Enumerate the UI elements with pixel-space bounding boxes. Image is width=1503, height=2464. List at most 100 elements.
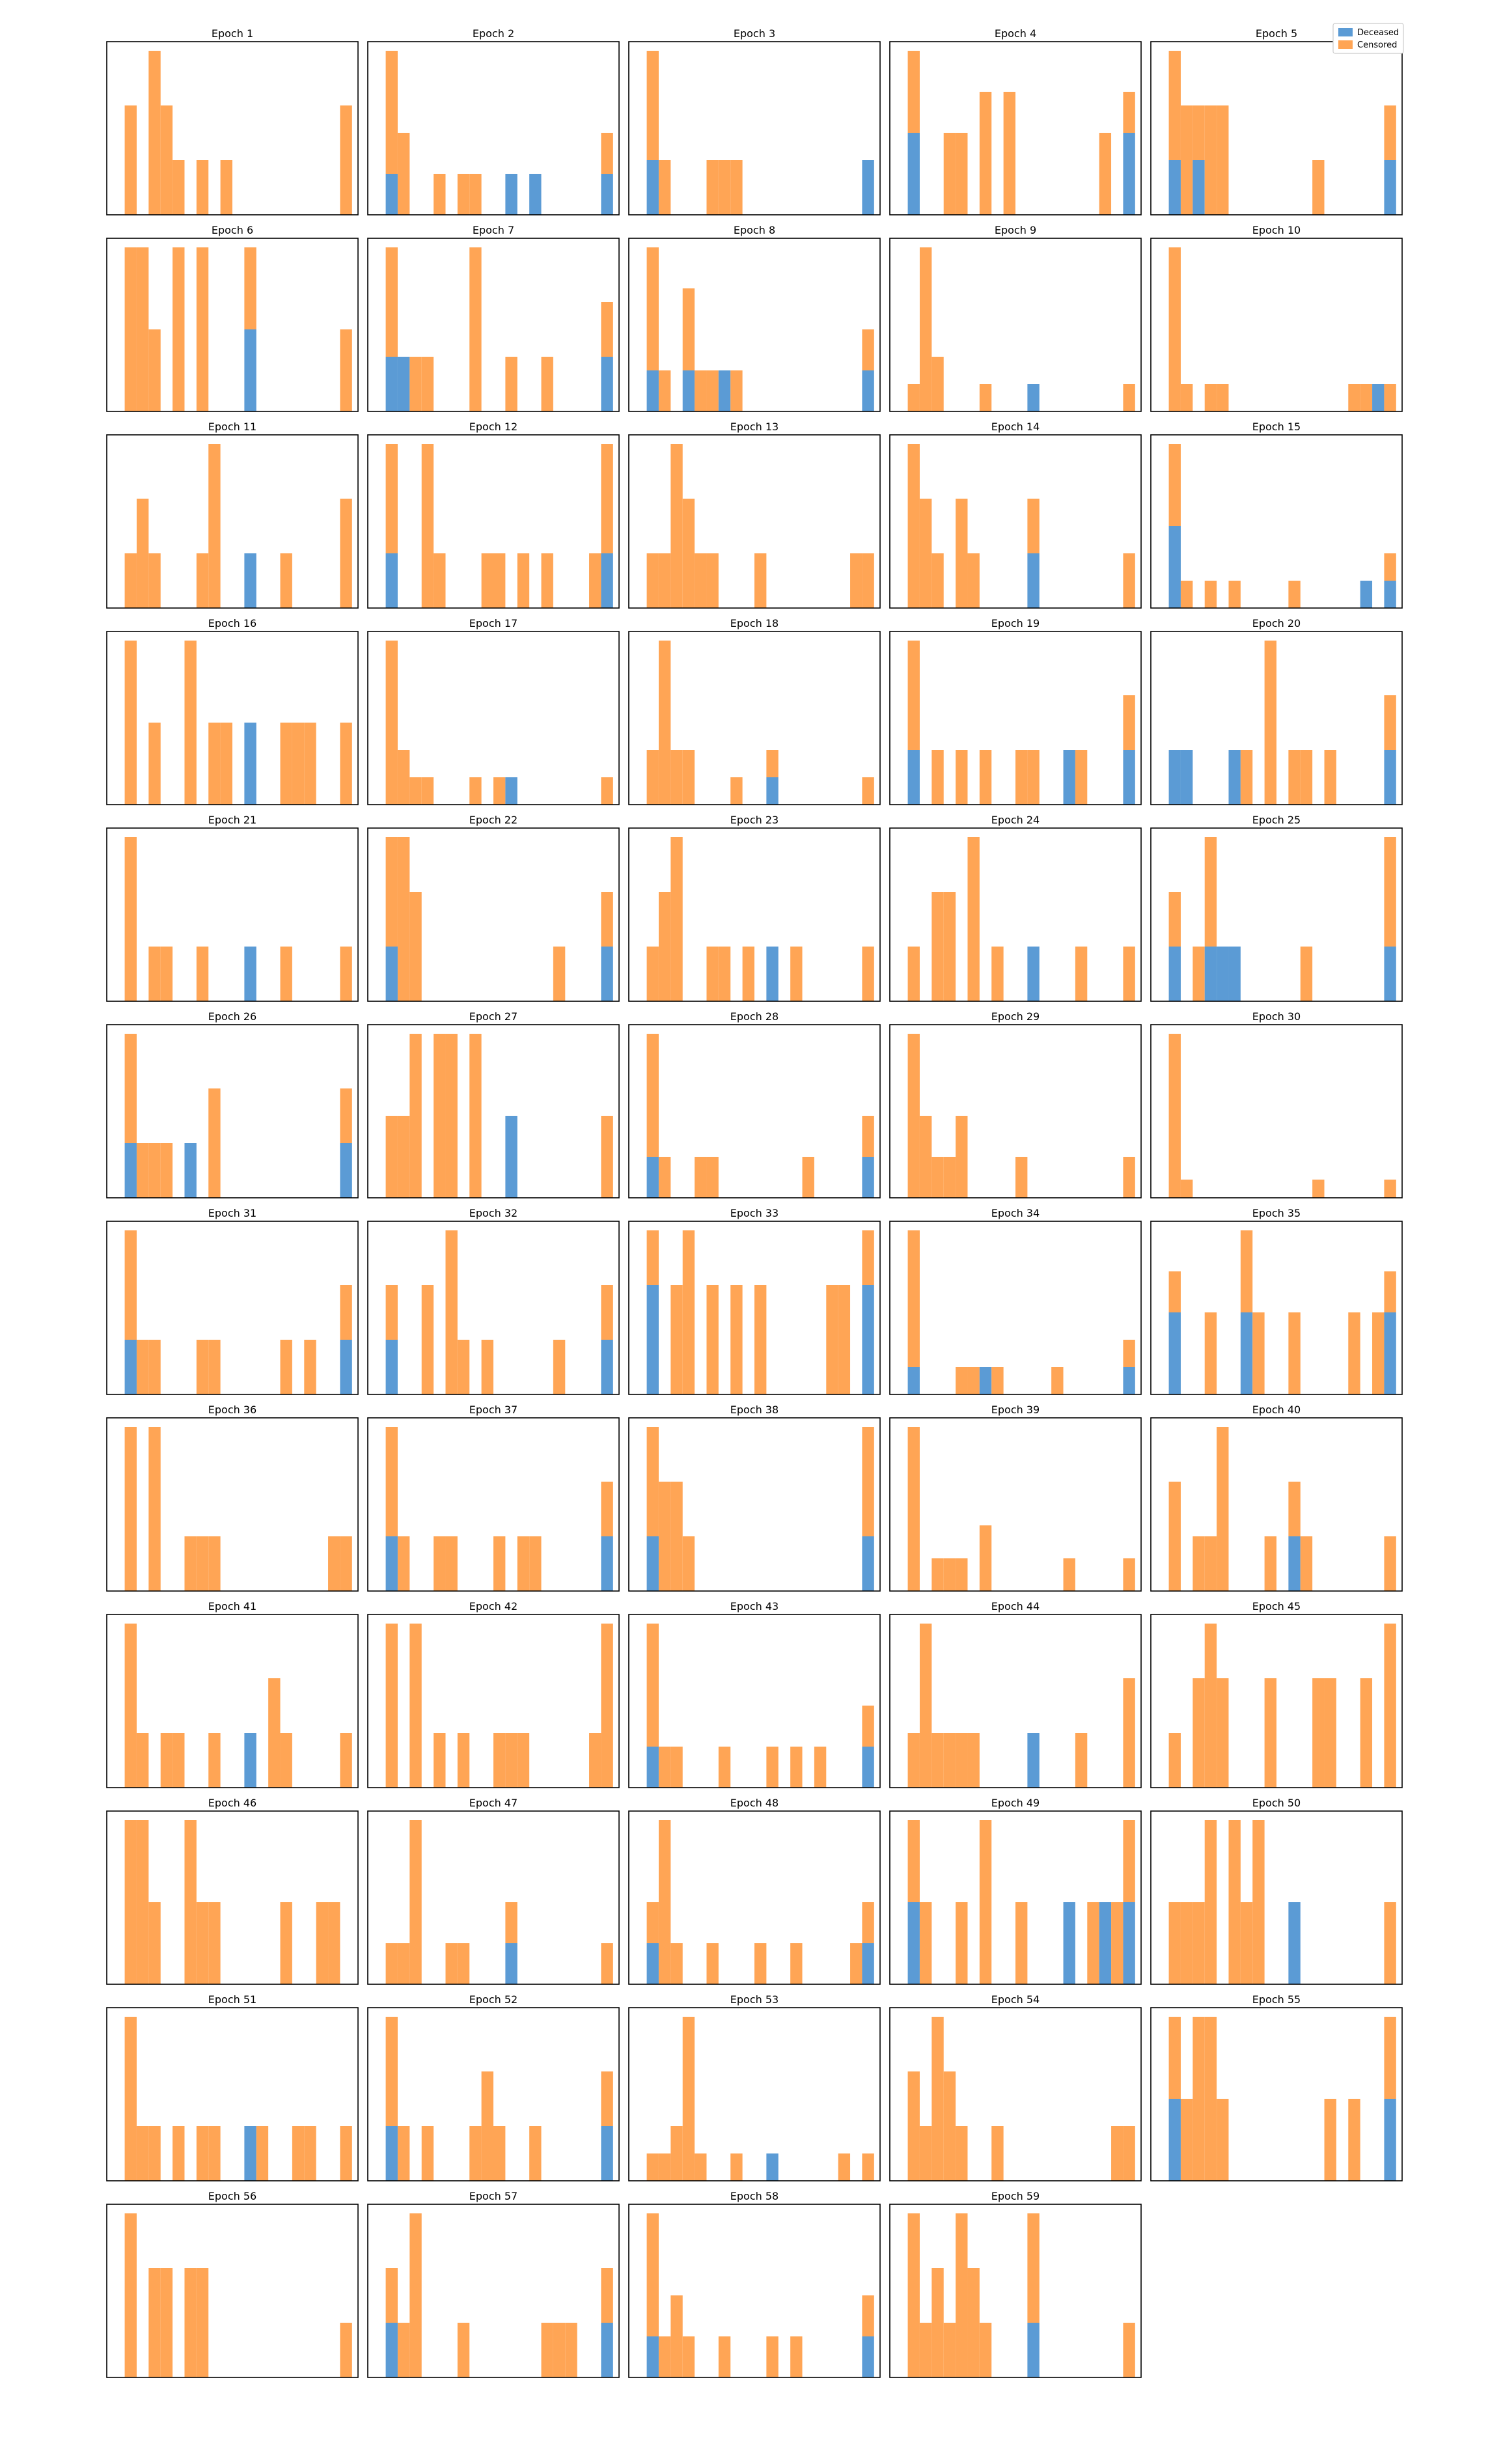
bar-censored <box>601 1624 613 1788</box>
bar-censored <box>670 1482 683 1591</box>
panel-frame <box>628 827 881 1002</box>
bar-censored <box>706 947 719 1001</box>
bar-deceased <box>601 1536 613 1591</box>
bar-censored <box>967 1367 980 1394</box>
panel-title: Epoch 46 <box>208 1797 256 1809</box>
bar-deceased <box>646 1157 659 1198</box>
bar-censored <box>256 2126 269 2181</box>
bar-censored <box>340 1536 352 1591</box>
bar-censored <box>124 2017 137 2181</box>
bar-deceased <box>1384 750 1396 805</box>
bar-censored <box>1168 51 1181 160</box>
bar-censored <box>943 1733 956 1788</box>
bar-censored <box>907 641 920 750</box>
panel-epoch-37: Epoch 37 <box>367 1404 620 1592</box>
bar-censored <box>730 370 743 411</box>
bar-censored <box>481 553 493 608</box>
bar-censored <box>1123 2323 1135 2377</box>
bar-censored <box>706 1285 719 1394</box>
bar-censored <box>1123 384 1135 411</box>
bar-censored <box>967 553 980 608</box>
bar-censored <box>280 553 292 608</box>
bar-censored <box>328 1536 340 1591</box>
bar-censored <box>695 553 707 608</box>
bar-censored <box>1217 384 1229 411</box>
bar-censored <box>730 1285 743 1394</box>
bar-deceased <box>1288 1902 1301 1984</box>
bar-censored <box>706 553 719 608</box>
bar-deceased <box>862 1157 874 1198</box>
panel-title: Epoch 31 <box>208 1207 256 1219</box>
bar-censored <box>397 2323 410 2377</box>
bar-censored <box>658 641 671 805</box>
bar-censored <box>184 1820 197 1984</box>
bar-censored <box>718 1747 731 1788</box>
bar-censored <box>1288 581 1301 608</box>
bar-censored <box>208 2126 221 2181</box>
bar-censored <box>1384 105 1396 160</box>
bar-censored <box>658 2153 671 2181</box>
bar-censored <box>148 2126 161 2181</box>
bar-censored <box>862 1427 874 1536</box>
panel-title: Epoch 45 <box>1252 1600 1301 1613</box>
bar-censored <box>280 723 292 805</box>
bar-deceased <box>385 1340 398 1394</box>
bar-deceased <box>385 947 398 1001</box>
bar-censored <box>457 174 470 215</box>
legend: Deceased Censored <box>1332 23 1404 54</box>
bar-censored <box>862 1706 874 1747</box>
bar-censored <box>409 777 422 805</box>
panel-frame <box>889 827 1142 1002</box>
bar-deceased <box>385 2126 398 2181</box>
panel-frame <box>367 631 620 805</box>
bar-censored <box>1193 105 1205 160</box>
bar-censored <box>148 1427 161 1591</box>
bar-censored <box>718 160 731 215</box>
bar-censored <box>529 1536 542 1591</box>
bar-censored <box>397 750 410 805</box>
panel-title: Epoch 35 <box>1252 1207 1301 1219</box>
panel-frame <box>628 1221 881 1395</box>
bar-censored <box>931 357 944 411</box>
bar-censored <box>160 1143 173 1198</box>
bar-censored <box>670 1747 683 1788</box>
bar-deceased <box>244 947 256 1001</box>
bar-deceased <box>1217 947 1229 1001</box>
bar-censored <box>1193 947 1205 1001</box>
bar-deceased <box>979 1367 992 1394</box>
bar-censored <box>304 723 316 805</box>
bar-censored <box>385 1116 398 1198</box>
bar-censored <box>397 1943 410 1984</box>
bar-censored <box>682 1536 695 1591</box>
bar-censored <box>340 1088 352 1143</box>
panel-title: Epoch 4 <box>995 27 1036 40</box>
bar-deceased <box>397 357 410 411</box>
bar-censored <box>1324 750 1336 805</box>
panel-epoch-49: Epoch 49 <box>889 1797 1142 1985</box>
panel-frame <box>106 2204 359 2378</box>
bar-deceased <box>385 2323 398 2377</box>
bar-deceased <box>505 174 517 215</box>
bar-censored <box>919 1116 932 1198</box>
bar-censored <box>1168 444 1181 526</box>
bar-censored <box>670 444 683 608</box>
bar-censored <box>136 1340 149 1394</box>
panel-epoch-6: Epoch 6 <box>106 224 359 412</box>
panel-epoch-24: Epoch 24 <box>889 814 1142 1002</box>
bar-censored <box>397 837 410 1001</box>
bar-deceased <box>907 1902 920 1984</box>
bar-deceased <box>1228 947 1241 1001</box>
bar-censored <box>316 1902 329 1984</box>
bar-censored <box>196 2268 209 2377</box>
panel-title: Epoch 1 <box>212 27 253 40</box>
panel-frame <box>367 1810 620 1985</box>
bar-censored <box>421 444 434 608</box>
panel-title: Epoch 38 <box>730 1404 779 1416</box>
panel-epoch-55: Epoch 55 <box>1150 1993 1403 2181</box>
panel-frame <box>1150 827 1403 1002</box>
bar-deceased <box>1123 1367 1135 1394</box>
bar-censored <box>148 1902 161 1984</box>
bar-censored <box>1217 1427 1229 1591</box>
bar-censored <box>1123 947 1135 1001</box>
bar-deceased <box>340 1340 352 1394</box>
